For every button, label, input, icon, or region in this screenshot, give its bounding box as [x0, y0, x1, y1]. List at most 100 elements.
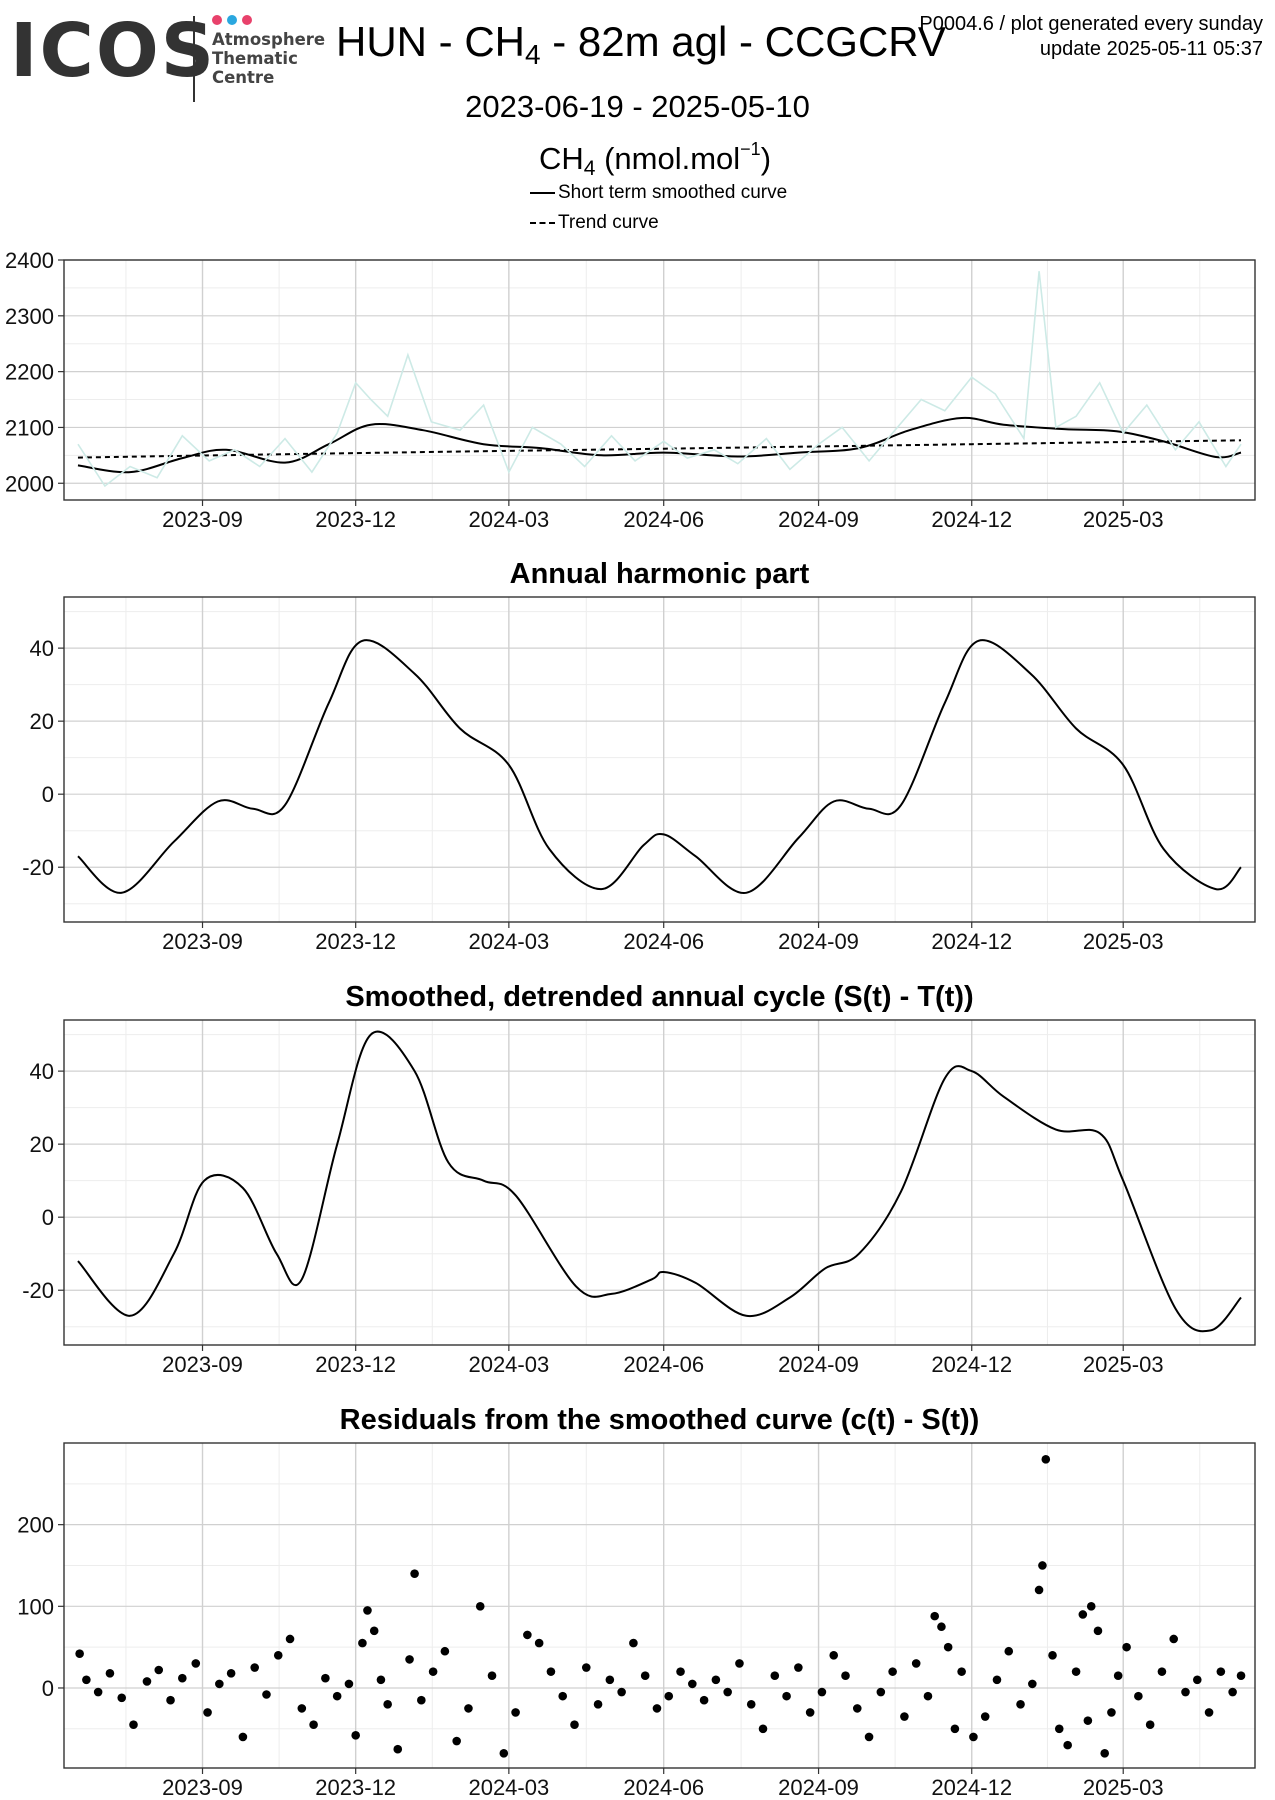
residual-point — [852, 1704, 862, 1713]
residual-point — [911, 1659, 921, 1668]
residual-point — [930, 1611, 940, 1621]
residual-point — [1157, 1667, 1167, 1676]
residual-point — [250, 1663, 259, 1672]
x-tick-label: 2024-09 — [778, 1352, 859, 1377]
x-tick-label: 2023-12 — [315, 507, 396, 532]
residual-point — [363, 1606, 372, 1615]
residual-point — [794, 1663, 803, 1672]
residual-point — [142, 1677, 152, 1686]
residual-point — [581, 1663, 591, 1672]
residual-point — [1107, 1708, 1116, 1717]
residual-point — [1054, 1724, 1064, 1734]
residual-point — [1216, 1667, 1226, 1676]
legend-label: Trend curve — [558, 212, 659, 233]
chart-panel: 2023-09 2023-12 2024-03 2024-06 2024-09 2024-… — [17, 1404, 1256, 1800]
residual-point — [75, 1649, 84, 1658]
x-tick-label: 2023-12 — [315, 1352, 396, 1377]
residual-point — [191, 1659, 201, 1668]
x-tick-label: 2023-12 — [315, 1775, 396, 1800]
y-tick-label: 2000 — [5, 471, 54, 496]
x-tick-label: 2023-09 — [162, 1352, 243, 1377]
residual-point — [332, 1691, 342, 1701]
legend-dashed-line — [530, 222, 555, 224]
residual-point — [629, 1638, 638, 1648]
y-tick-label: 40 — [30, 1059, 54, 1084]
residual-point — [546, 1667, 556, 1676]
plot-area — [64, 597, 1255, 922]
residual-point — [351, 1731, 360, 1740]
logo-dot — [227, 15, 237, 25]
x-tick-label: 2025-03 — [1083, 929, 1164, 954]
logo-dot — [242, 15, 252, 25]
x-tick-label: 2024-03 — [468, 1352, 549, 1377]
residual-point — [105, 1668, 115, 1678]
plot-border — [63, 596, 1256, 923]
residual-point — [410, 1569, 419, 1578]
residual-point — [805, 1708, 815, 1717]
plot-border — [63, 259, 1256, 501]
residual-point — [888, 1667, 897, 1676]
plot-area — [64, 260, 1255, 500]
legend-label: Short term smoothed curve — [558, 182, 788, 203]
residual-point — [841, 1671, 850, 1681]
y-tick-label: 40 — [30, 636, 54, 661]
residual-point — [428, 1667, 438, 1676]
trend-curve — [77, 439, 1242, 459]
residual-point — [1169, 1634, 1179, 1644]
residual-point — [652, 1704, 662, 1713]
residual-point — [534, 1638, 544, 1648]
x-tick-label: 2025-03 — [1083, 507, 1164, 532]
residual-point — [664, 1691, 674, 1701]
residual-point — [238, 1732, 248, 1742]
species-name: CH — [538, 141, 584, 176]
residual-point — [957, 1667, 966, 1676]
residual-point — [735, 1659, 744, 1668]
residual-point — [369, 1626, 379, 1636]
chart-panel: 2023-09 2023-12 2024-03 2024-06 2024-09 2024-… — [5, 248, 1256, 532]
residual-point — [1028, 1679, 1037, 1689]
residual-point — [1086, 1602, 1096, 1611]
plot-area — [64, 1020, 1255, 1345]
y-tick-label: -20 — [22, 855, 54, 880]
residual-point — [262, 1690, 271, 1699]
residual-point — [215, 1679, 224, 1689]
smoothed-curve — [77, 639, 1242, 894]
residual-point — [969, 1732, 978, 1742]
residual-point — [1228, 1687, 1237, 1697]
species-unit-label: CH4 (nmol.mol−1) — [0, 139, 1275, 181]
residual-point — [1192, 1675, 1202, 1685]
title-subscript: 4 — [524, 39, 541, 70]
residual-point — [129, 1720, 138, 1730]
residual-point — [558, 1691, 568, 1701]
residual-point — [1041, 1455, 1051, 1464]
residual-point — [154, 1665, 164, 1675]
plot-title: HUN - CH4 - 82m agl - CCGCRV — [336, 18, 946, 71]
residual-point — [1181, 1687, 1190, 1697]
residual-point — [440, 1646, 450, 1656]
x-tick-label: 2024-12 — [931, 1775, 1012, 1800]
residual-point — [297, 1704, 307, 1713]
residual-point — [358, 1638, 367, 1648]
y-tick-label: 2100 — [5, 415, 54, 440]
residual-point — [900, 1712, 909, 1721]
x-tick-label: 2024-06 — [623, 1352, 704, 1377]
x-tick-label: 2024-03 — [468, 929, 549, 954]
plot-code-info: P0004.6 / plot generated every sunday up… — [919, 12, 1263, 62]
residual-point — [688, 1679, 697, 1689]
residual-point — [876, 1687, 886, 1697]
legend-solid-line — [530, 192, 555, 194]
residual-point — [640, 1671, 650, 1681]
residual-point — [464, 1704, 473, 1713]
legend-item-smoothed: Short term smoothed curve — [530, 182, 787, 204]
residual-point — [570, 1720, 579, 1730]
y-tick-label: 20 — [30, 1132, 54, 1157]
residual-point — [1093, 1626, 1103, 1636]
residual-point — [117, 1693, 127, 1703]
x-tick-label: 2023-09 — [162, 929, 243, 954]
legend-item-trend: Trend curve — [530, 212, 659, 234]
residual-point — [770, 1671, 780, 1681]
x-tick-label: 2025-03 — [1083, 1775, 1164, 1800]
y-tick-label: 2200 — [5, 360, 54, 385]
residual-point — [393, 1744, 403, 1754]
residual-point — [226, 1668, 236, 1678]
